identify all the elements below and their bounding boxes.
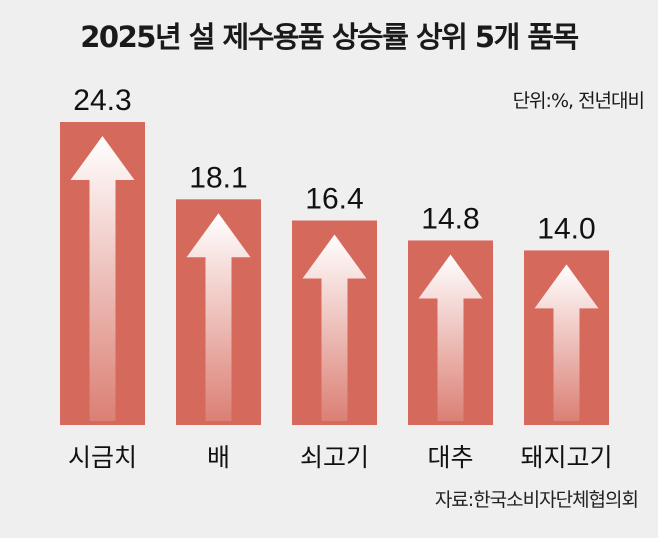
up-arrow-icon bbox=[302, 234, 367, 421]
value-label: 16.4 bbox=[305, 183, 363, 216]
category-label: 배 bbox=[207, 443, 230, 472]
category-label: 돼지고기 bbox=[520, 443, 612, 472]
up-arrow-icon bbox=[70, 136, 135, 421]
category-label: 시금치 bbox=[68, 443, 137, 472]
chart-title: 2025년 설 제수용품 상승률 상위 5개 품목 bbox=[80, 20, 579, 54]
category-label: 대추 bbox=[427, 443, 473, 472]
value-label: 14.0 bbox=[537, 212, 595, 245]
category-label: 쇠고기 bbox=[300, 443, 369, 472]
value-label: 14.8 bbox=[421, 202, 479, 235]
value-label: 18.1 bbox=[189, 161, 247, 194]
up-arrow-icon bbox=[186, 213, 251, 421]
value-label: 24.3 bbox=[73, 84, 131, 117]
up-arrow-icon bbox=[534, 264, 599, 421]
up-arrow-icon bbox=[418, 254, 483, 421]
source-note: 자료:한국소비자단체협의회 bbox=[434, 489, 639, 511]
unit-note: 단위:%, 전년대비 bbox=[512, 90, 645, 112]
